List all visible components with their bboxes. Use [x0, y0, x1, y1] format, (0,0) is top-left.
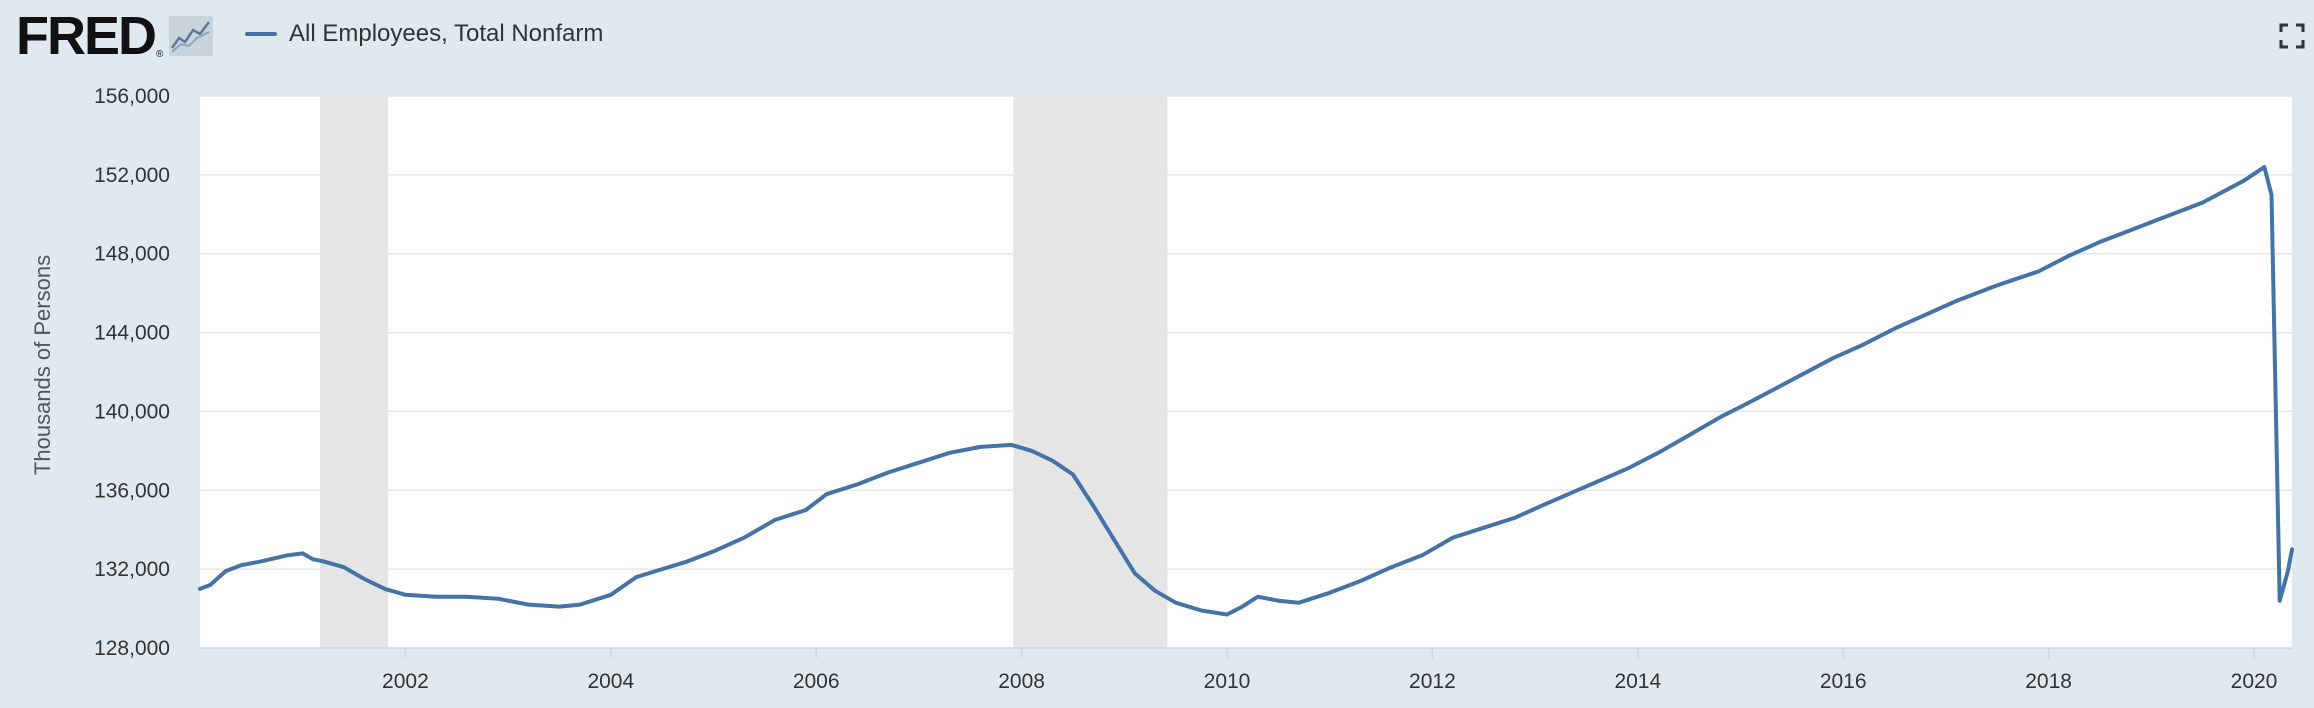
gridlines: [200, 95, 2292, 570]
y-axis-title: Thousands of Persons: [30, 255, 55, 475]
legend: All Employees, Total Nonfarm: [245, 20, 603, 48]
recession-band: [1013, 96, 1168, 648]
x-tick-label: 2018: [2025, 670, 2072, 693]
x-tick-label: 2020: [2231, 670, 2278, 693]
fred-logo[interactable]: FRED ®: [16, 6, 214, 66]
x-tick-label: 2006: [793, 670, 840, 693]
recession-shading: [320, 96, 1168, 648]
y-tick-label: 144,000: [94, 322, 170, 345]
logo-text: FRED: [16, 6, 157, 66]
plot-area: [200, 96, 2292, 648]
series-line: [198, 165, 2294, 617]
recession-band: [320, 96, 388, 648]
y-axis-ticks: 128,000 132,000 136,000 140,000 144,000 148,0…: [94, 85, 170, 660]
x-tick-label: 2014: [1614, 670, 1661, 693]
x-tick-label: 2002: [382, 670, 429, 693]
x-axis-ticks: 2002 2004 2006 2008 2010 2012 2014 2016 2018 2020: [200, 647, 2292, 693]
x-tick-label: 2008: [998, 670, 1045, 693]
x-tick-label: 2016: [1820, 670, 1867, 693]
series-layer: [198, 165, 2294, 617]
y-tick-label: 136,000: [94, 479, 170, 502]
y-tick-label: 148,000: [94, 243, 170, 266]
y-tick-label: 140,000: [94, 400, 170, 423]
legend-swatch: [245, 32, 277, 36]
legend-label: All Employees, Total Nonfarm: [289, 20, 604, 47]
chart-header: FRED ® All Employees, Total Nonfarm: [0, 0, 2314, 74]
x-tick-label: 2012: [1409, 670, 1456, 693]
y-tick-label: 152,000: [94, 164, 170, 187]
x-tick-label: 2010: [1204, 670, 1251, 693]
registered-mark: ®: [156, 49, 164, 60]
y-tick-label: 132,000: [94, 558, 170, 581]
x-tick-label: 2004: [587, 670, 634, 693]
fullscreen-icon[interactable]: [2278, 22, 2306, 50]
y-tick-label: 128,000: [94, 637, 170, 660]
line-graph-icon: [169, 16, 214, 56]
y-tick-label: 156,000: [94, 85, 170, 108]
